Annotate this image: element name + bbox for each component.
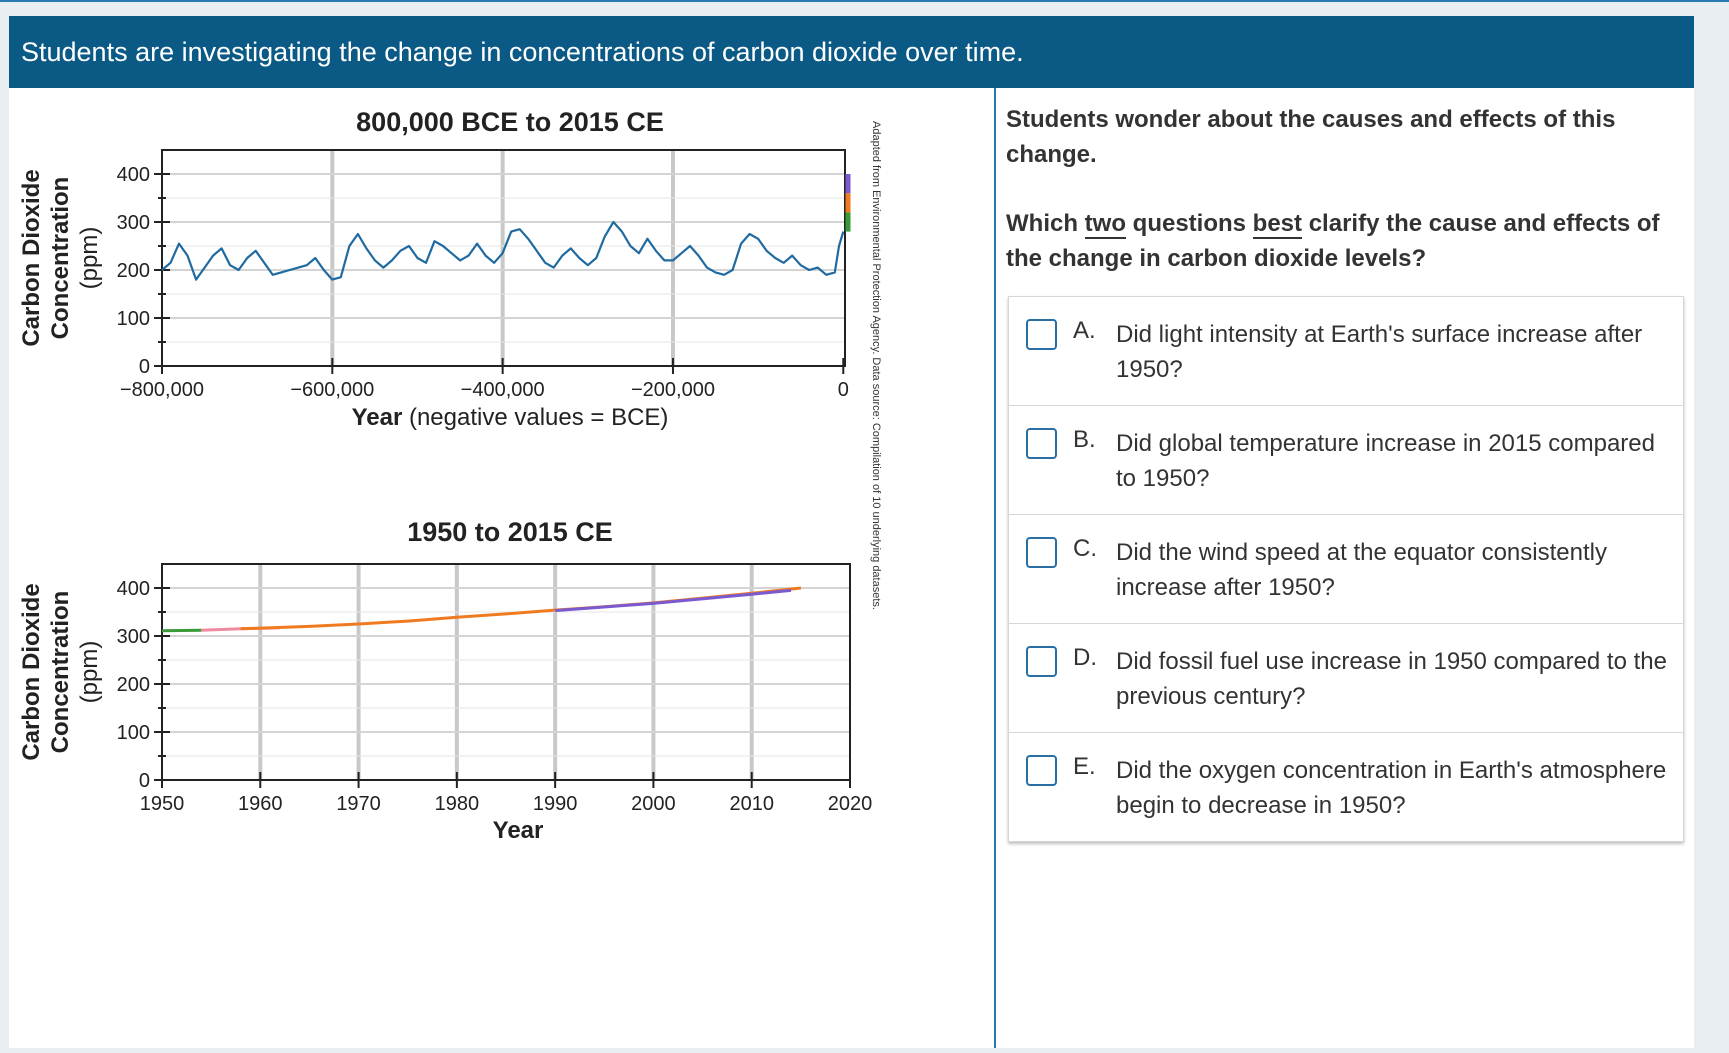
chart-800000-bce-to-2015: 800,000 BCE to 2015 CE 0 100 200 300 400 −80…	[18, 107, 851, 431]
chart2-xtick-label-2: 1970	[336, 793, 381, 815]
chart2-xtick-label-5: 2000	[631, 793, 676, 815]
prompt-part-3: clarify the cause and effects of the cha…	[1006, 210, 1660, 272]
choice-b[interactable]: B. Did global temperature increase in 20…	[1009, 406, 1683, 515]
chart2-xtick-label-4: 1990	[533, 793, 578, 815]
stimulus-banner: Students are investigating the change in…	[9, 16, 1694, 88]
choice-c[interactable]: C. Did the wind speed at the equator con…	[1009, 515, 1683, 624]
answer-choices: A. Did light intensity at Earth's surfac…	[1008, 296, 1684, 842]
choice-e-text: Did the oxygen concentration in Earth's …	[1116, 757, 1667, 819]
chart2-line-dataset-green	[161, 628, 202, 633]
chart1-x-label: Year (negative values = BCE)	[352, 404, 669, 431]
chart1-gridlines	[162, 150, 845, 366]
prompt-emphasis-two: two	[1084, 210, 1126, 239]
chart2-gridlines	[162, 564, 850, 780]
chart2-ytick-label-1: 100	[117, 722, 150, 744]
chart1-title: 800,000 BCE to 2015 CE	[356, 107, 664, 137]
chart2-x-label: Year	[493, 817, 544, 844]
checkbox-c[interactable]	[1026, 537, 1057, 568]
chart2-xtick-label-0: 1950	[140, 793, 185, 815]
choice-a-text: Did light intensity at Earth's surface i…	[1116, 321, 1643, 383]
chart2-xtick-label-3: 1980	[435, 793, 480, 815]
checkbox-d[interactable]	[1026, 646, 1057, 677]
chart2-y-label-line-1: Carbon Dioxide	[18, 583, 45, 760]
chart1-series	[161, 174, 851, 281]
chart1-x-label-bold: Year	[352, 404, 403, 431]
question-prompt: Which two questions best clarify the cau…	[1006, 206, 1666, 276]
chart2-ytick-label-0: 0	[139, 770, 150, 792]
chart1-y-label-line-2: Concentration	[47, 177, 74, 340]
chart1-xtick-label-3: −200,000	[631, 379, 715, 401]
chart1-xtick-label-0: −800,000	[120, 379, 204, 401]
chart1-x-axis: −800,000 −600,000 −400,000 −200,000 0	[120, 358, 849, 401]
choice-a[interactable]: A. Did light intensity at Earth's surfac…	[1009, 297, 1683, 406]
choice-a-letter: A.	[1073, 317, 1096, 344]
top-accent-line	[0, 0, 1729, 2]
stimulus-pane: 800,000 BCE to 2015 CE 0 100 200 300 400 −80…	[9, 88, 995, 1048]
chart2-xtick-label-1: 1960	[238, 793, 283, 815]
chart2-ytick-label-3: 300	[117, 626, 150, 648]
choice-e[interactable]: E. Did the oxygen concentration in Earth…	[1009, 733, 1683, 841]
chart1-ytick-label-3: 300	[117, 212, 150, 234]
chart2-title: 1950 to 2015 CE	[407, 517, 613, 547]
chart1-y-label-line-3: (ppm)	[76, 227, 103, 290]
chart2-xtick-label-6: 2010	[729, 793, 774, 815]
prompt-part-2: questions	[1125, 210, 1253, 237]
chart2-line-dataset-orange	[240, 586, 802, 631]
chart2-xtick-label-7: 2020	[828, 793, 873, 815]
choice-c-letter: C.	[1073, 535, 1097, 562]
question-pane: Students wonder about the causes and eff…	[996, 88, 1694, 1048]
choice-d-letter: D.	[1073, 644, 1097, 671]
chart1-xtick-label-1: −600,000	[290, 379, 374, 401]
chart1-y-label: Carbon Dioxide Concentration (ppm)	[18, 169, 103, 346]
question-frame: Students are investigating the change in…	[9, 16, 1694, 1048]
chart1-y-axis: 0 100 200 300 400	[117, 164, 170, 378]
checkbox-b[interactable]	[1026, 428, 1057, 459]
chart2-series	[161, 586, 802, 633]
chart1-line-CO2	[161, 220, 845, 281]
choice-e-letter: E.	[1073, 753, 1096, 780]
pane-divider	[994, 88, 996, 1048]
choice-c-text: Did the wind speed at the equator consis…	[1116, 539, 1607, 601]
chart1-xtick-label-4: 0	[838, 379, 849, 401]
checkbox-e[interactable]	[1026, 755, 1057, 786]
chart1-xtick-label-2: −400,000	[461, 379, 545, 401]
chart1-ytick-label-4: 400	[117, 164, 150, 186]
chart2-y-label: Carbon Dioxide Concentration (ppm)	[18, 583, 103, 760]
chart2-y-axis: 0 100 200 300 400	[117, 578, 170, 792]
chart1-ytick-label-0: 0	[139, 356, 150, 378]
intro-text: Students wonder about the causes and eff…	[1006, 106, 1616, 168]
source-note: Adapted from Environmental Protection Ag…	[870, 121, 882, 610]
choice-d-text: Did fossil fuel use increase in 1950 com…	[1116, 648, 1667, 710]
chart2-y-label-line-2: Concentration	[47, 591, 74, 754]
prompt-part-1: Which	[1006, 210, 1085, 237]
chart1-ytick-label-2: 200	[117, 260, 150, 282]
choice-b-text: Did global temperature increase in 2015 …	[1116, 430, 1655, 492]
checkbox-a[interactable]	[1026, 319, 1057, 350]
chart1-y-label-line-1: Carbon Dioxide	[18, 169, 45, 346]
chart2-x-axis: 1950 1960 1970 1980 1990 2000 2010 2020	[140, 772, 873, 815]
chart2-ytick-label-2: 200	[117, 674, 150, 696]
co2-charts: 800,000 BCE to 2015 CE 0 100 200 300 400 −80…	[18, 107, 882, 844]
chart2-y-label-line-3: (ppm)	[76, 641, 103, 704]
choice-d[interactable]: D. Did fossil fuel use increase in 1950 …	[1009, 624, 1683, 733]
chart2-plot-frame	[161, 563, 851, 781]
prompt-emphasis-best: best	[1252, 210, 1303, 239]
chart1-ytick-label-1: 100	[117, 308, 150, 330]
chart1-x-label-rest: (negative values = BCE)	[402, 404, 668, 431]
choice-b-letter: B.	[1073, 426, 1096, 453]
chart2-line-dataset-purple	[554, 588, 792, 613]
chart2-ytick-label-4: 400	[117, 578, 150, 600]
